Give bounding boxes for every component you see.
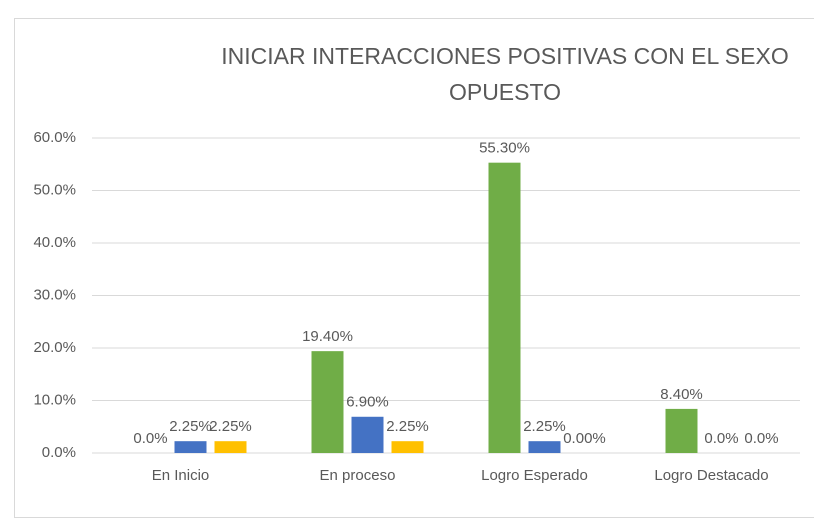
bar: [528, 441, 561, 453]
x-tick-label: Logro Destacado: [654, 467, 768, 484]
y-tick-label: 10.0%: [33, 391, 76, 408]
bar: [488, 162, 521, 454]
value-label: 0.00%: [563, 430, 606, 447]
value-label: 2.25%: [169, 418, 212, 435]
bar: [665, 408, 698, 453]
bar: [391, 441, 424, 453]
value-label: 55.30%: [479, 140, 530, 157]
x-tick-label: En proceso: [320, 467, 396, 484]
page: INICIAR INTERACCIONES POSITIVAS CON EL S…: [14, 18, 814, 518]
y-tick-label: 40.0%: [33, 234, 76, 251]
value-label: 0.0%: [704, 430, 738, 447]
chart: 0.0% 10.0% 20.0% 30.0% 40.0% 50.0% 60.0% En Ini…: [33, 129, 800, 484]
value-label: 8.40%: [660, 386, 703, 403]
x-tick-label: Logro Esperado: [481, 467, 588, 484]
y-tick-label: 20.0%: [33, 339, 76, 356]
value-label: 2.25%: [523, 418, 566, 435]
value-label: 0.0%: [133, 430, 167, 447]
y-tick-label: 30.0%: [33, 286, 76, 303]
bar: [351, 416, 384, 453]
bar: [214, 441, 247, 453]
y-tick-label: 50.0%: [33, 181, 76, 198]
value-label: 19.40%: [302, 328, 353, 345]
value-label: 6.90%: [346, 394, 389, 411]
bar: [311, 351, 344, 453]
bar: [174, 441, 207, 453]
value-label: 0.0%: [744, 430, 778, 447]
chart-title: INICIAR INTERACCIONES POSITIVAS CON EL S…: [221, 43, 789, 105]
y-tick-label: 0.0%: [42, 444, 76, 461]
value-label: 2.25%: [209, 418, 252, 435]
y-tick-label: 60.0%: [33, 129, 76, 146]
value-label: 2.25%: [386, 418, 429, 435]
x-tick-label: En Inicio: [152, 467, 210, 484]
